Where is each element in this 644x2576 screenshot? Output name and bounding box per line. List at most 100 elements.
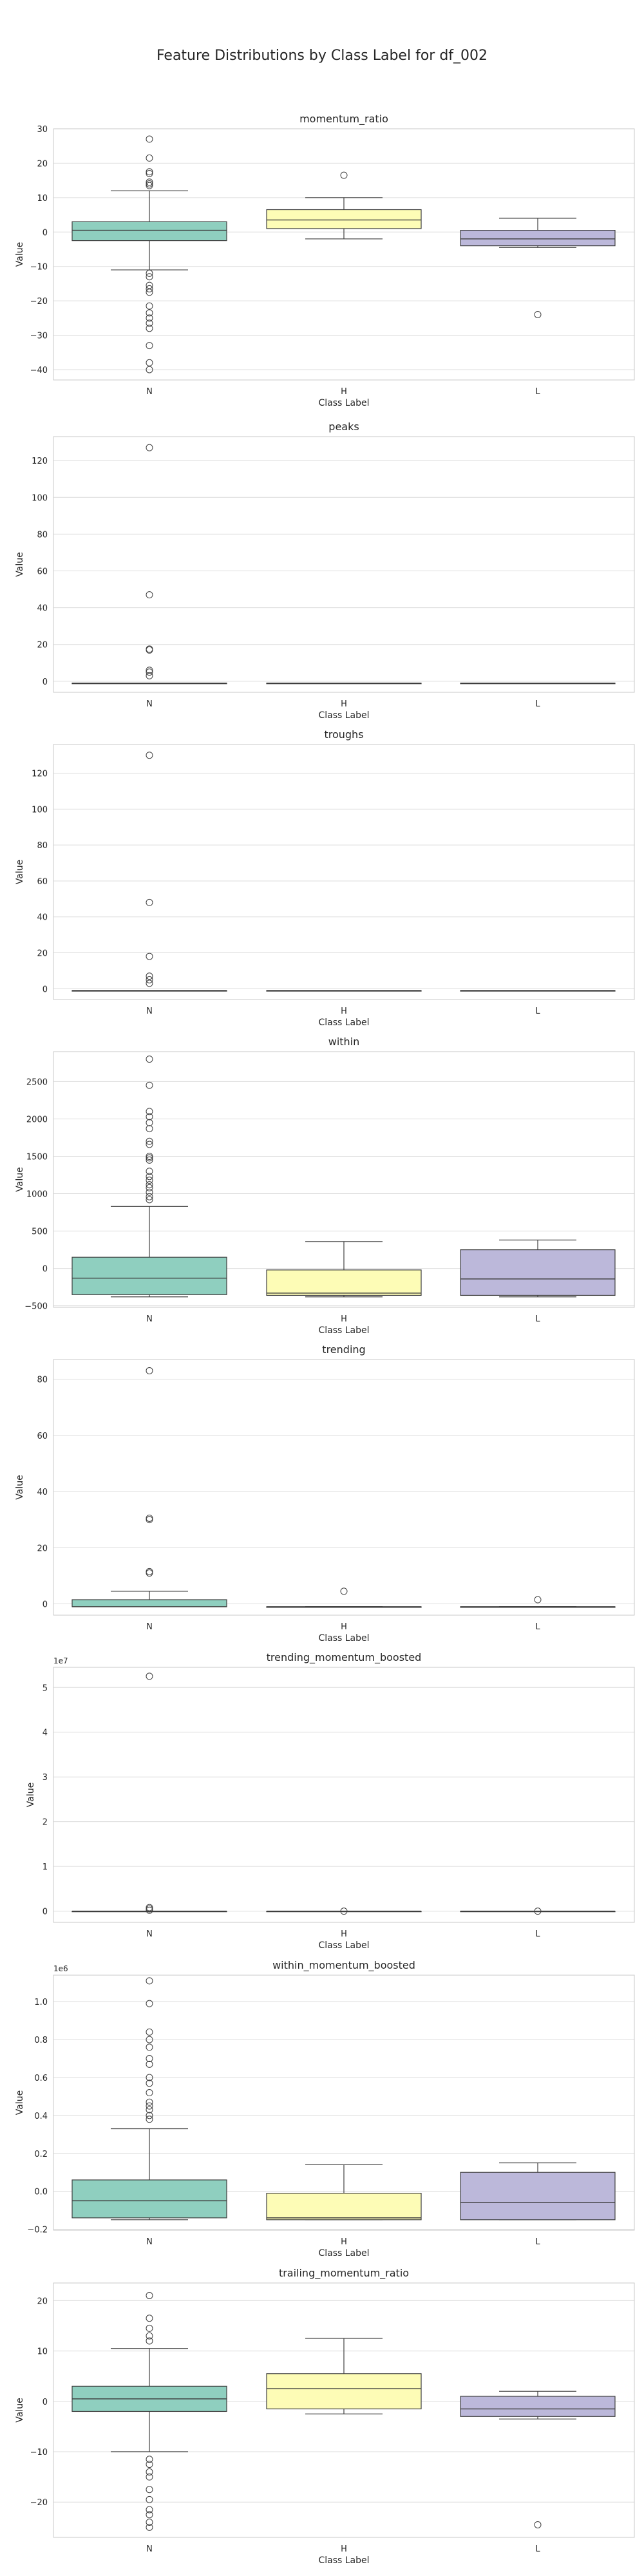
box-N (71, 1672, 227, 1914)
outlier-point (340, 1587, 348, 1595)
y-axis-label: Value (15, 1475, 25, 1499)
x-tick-label: H (341, 1314, 347, 1324)
plot-frame (53, 1667, 635, 1923)
outlier-point (146, 1177, 153, 1184)
outlier-point (146, 2473, 153, 2481)
y-tick-label: 2500 (26, 1077, 48, 1087)
outlier-point (146, 1193, 153, 1200)
y-tick-label: 80 (37, 1376, 48, 1385)
subplot-within_momentum_boosted: 1.0 0.8 0.6 0.4 0.2 0.0 −0.2 within_momentum_bo… (15, 1959, 635, 2259)
x-tick-label: L (535, 387, 540, 397)
outlier-point (146, 2496, 153, 2503)
outlier-point (146, 972, 153, 980)
subplot-title: trending_momentum_boosted (267, 1651, 422, 1664)
y-tick-label: 1 (43, 1862, 48, 1872)
x-tick-label: H (341, 2544, 347, 2554)
x-tick-label: H (341, 387, 347, 397)
y-tick-label: 120 (32, 770, 48, 779)
outlier-point (146, 182, 153, 189)
y-tick-label: 100 (32, 805, 48, 815)
x-tick-label: N (146, 387, 153, 397)
outlier-point (146, 2461, 153, 2468)
outlier-point (146, 168, 153, 176)
y-tick-label: 0.0 (34, 2188, 48, 2197)
outlier-point (534, 2521, 542, 2528)
outlier-point (146, 325, 153, 332)
subplot-title: within_momentum_boosted (272, 1959, 415, 1972)
y-tick-label: 3 (43, 1773, 48, 1783)
outlier-point (146, 135, 153, 143)
x-tick-label: H (341, 2237, 347, 2247)
outlier-point (146, 2519, 153, 2526)
outlier-point (146, 980, 153, 987)
subplot-title: peaks (328, 421, 359, 433)
outlier-point (146, 2468, 153, 2476)
box-iqr (266, 209, 422, 229)
x-tick-label: L (535, 1314, 540, 1324)
y-tick-label: 0.6 (34, 2074, 48, 2083)
subplot-peaks: 120 100 80 60 40 20 0 peaks Value N H L Class Label (15, 421, 635, 721)
x-tick-label: H (341, 1929, 347, 1939)
outlier-point (146, 1156, 153, 1164)
x-tick-label: N (146, 1622, 153, 1632)
outlier-point (146, 366, 153, 374)
outlier-point (146, 1119, 153, 1126)
box-iqr (266, 1269, 422, 1296)
outlier-point (146, 976, 153, 983)
outlier-point (146, 169, 153, 177)
box-N (71, 1977, 227, 2221)
outlier-point (146, 1181, 153, 1189)
x-axis-label: Class Label (318, 2555, 369, 2566)
x-tick-label: N (146, 1314, 153, 1324)
outlier-point (146, 154, 153, 162)
plot-frame (53, 1975, 635, 2231)
outlier-point (146, 2506, 153, 2514)
outlier-point (146, 1154, 153, 1162)
y-tick-label: 20 (37, 949, 48, 958)
outlier-point (146, 898, 153, 906)
y-tick-label: −10 (30, 263, 48, 272)
outlier-point (340, 1908, 348, 1915)
y-axis-label: Value (26, 1783, 36, 1807)
outlier-point (146, 2060, 153, 2068)
x-axis-label: Class Label (318, 398, 369, 408)
box-L (460, 218, 616, 318)
outlier-point (146, 2112, 153, 2119)
x-tick-label: L (535, 1622, 540, 1632)
y-tick-label: 500 (32, 1227, 48, 1237)
x-tick-label: N (146, 699, 153, 709)
outlier-point (534, 1596, 542, 1604)
outlier-point (146, 646, 153, 654)
plot-area (53, 744, 634, 999)
outlier-point (146, 302, 153, 310)
outlier-point (146, 1113, 153, 1121)
plot-frame (53, 744, 635, 1000)
y-tick-label: 1.0 (34, 1998, 48, 2007)
outlier-point (146, 285, 153, 292)
plot-area (53, 1667, 634, 1922)
outlier-point (146, 1125, 153, 1133)
outlier-point (146, 1569, 153, 1577)
outlier-point (146, 1168, 153, 1175)
subplot-trailing_momentum_ratio: 20 10 0 −10 −20 trailing_momentum_ratio Value N… (15, 2267, 635, 2566)
outlier-point (146, 2028, 153, 2036)
box-iqr (460, 2396, 616, 2417)
outlier-point (146, 1184, 153, 1191)
x-tick-label: L (535, 699, 540, 709)
box-iqr (71, 1599, 227, 1607)
box-iqr (460, 230, 616, 247)
y-tick-label: 60 (37, 1432, 48, 1441)
x-tick-label: L (535, 2544, 540, 2554)
outlier-point (146, 672, 153, 679)
outlier-point (146, 2511, 153, 2519)
outlier-point (146, 1141, 153, 1148)
subplot-title: trailing_momentum_ratio (279, 2267, 409, 2280)
y-tick-label: 0 (43, 677, 48, 687)
outlier-point (534, 1908, 542, 1915)
y-tick-label: −30 (30, 332, 48, 341)
x-tick-label: N (146, 1929, 153, 1939)
outlier-point (146, 2106, 153, 2114)
outlier-point (146, 1906, 153, 1914)
outlier-point (146, 2456, 153, 2463)
x-tick-label: L (535, 1007, 540, 1016)
